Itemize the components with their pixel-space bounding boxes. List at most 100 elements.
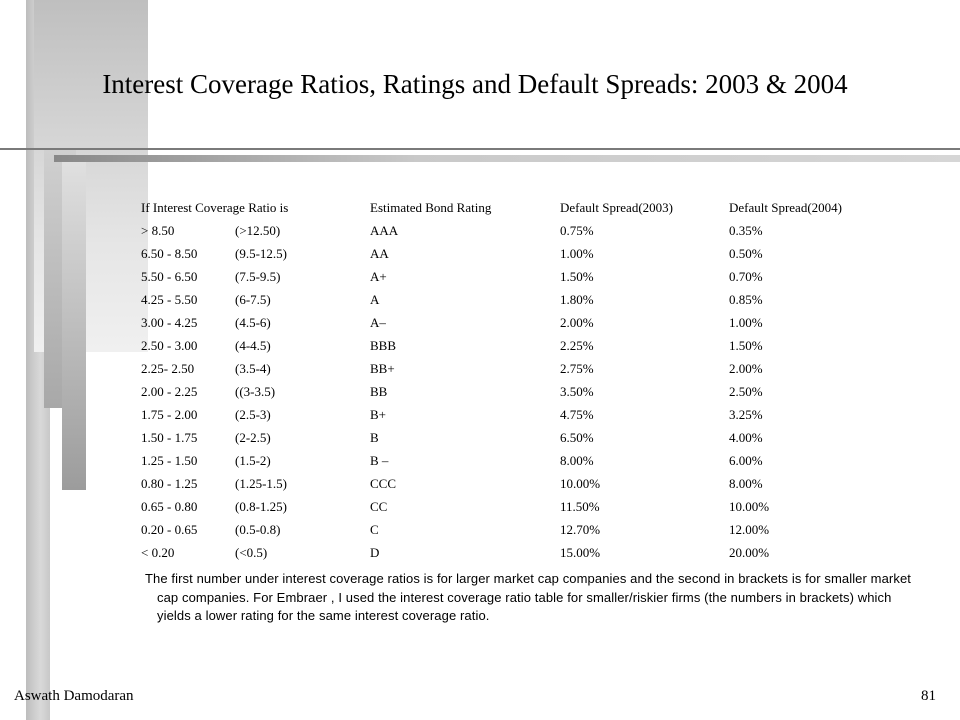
- table-row: 5.50 - 6.50 (7.5-9.5) A+ 1.50% 0.70%: [141, 265, 869, 288]
- coverage-large: 4.25 - 5.50: [141, 291, 198, 307]
- spread-2004: 4.00%: [729, 429, 763, 445]
- bond-rating: BBB: [370, 337, 397, 353]
- bond-rating: BB: [370, 383, 388, 399]
- page-number: 81: [921, 688, 936, 704]
- table-row: 1.75 - 2.00 (2.5-3) B+ 4.75% 3.25%: [141, 403, 869, 426]
- spread-2004: 10.00%: [729, 498, 770, 514]
- bond-rating: A+: [370, 268, 387, 284]
- spread-2003: 12.70%: [560, 521, 601, 537]
- coverage-large: 5.50 - 6.50: [141, 268, 198, 284]
- coverage-large: 1.25 - 1.50: [141, 452, 198, 468]
- spread-2004: 2.00%: [729, 360, 763, 376]
- coverage-small: (4.5-6): [235, 314, 271, 330]
- spread-2003: 1.50%: [560, 268, 594, 284]
- coverage-large: 2.25- 2.50: [141, 360, 195, 376]
- header-spread-2003: Default Spread(2003): [560, 199, 673, 215]
- bond-rating: A–: [370, 314, 386, 330]
- table-row: 6.50 - 8.50 (9.5-12.5) AA 1.00% 0.50%: [141, 242, 869, 265]
- coverage-small: (1.5-2): [235, 452, 271, 468]
- table-row: 3.00 - 4.25 (4.5-6) A– 2.00% 1.00%: [141, 311, 869, 334]
- spread-2004: 20.00%: [729, 544, 770, 560]
- spread-2003: 10.00%: [560, 475, 601, 491]
- bond-rating: A: [370, 291, 380, 307]
- table-row: > 8.50 (>12.50) AAA 0.75% 0.35%: [141, 219, 869, 242]
- coverage-small: (3.5-4): [235, 360, 271, 376]
- spread-2003: 2.75%: [560, 360, 594, 376]
- spread-2004: 0.35%: [729, 222, 763, 238]
- coverage-large: 2.00 - 2.25: [141, 383, 198, 399]
- spread-2003: 4.75%: [560, 406, 594, 422]
- spread-2003: 6.50%: [560, 429, 594, 445]
- coverage-small: (1.25-1.5): [235, 475, 287, 491]
- table-row: 2.00 - 2.25 ((3-3.5) BB 3.50% 2.50%: [141, 380, 869, 403]
- table-header-row: If Interest Coverage Ratio is Estimated …: [141, 196, 869, 219]
- table-row: 2.25- 2.50 (3.5-4) BB+ 2.75% 2.00%: [141, 357, 869, 380]
- table-row: 0.80 - 1.25 (1.25-1.5) CCC 10.00% 8.00%: [141, 472, 869, 495]
- title-divider-thin: [0, 148, 960, 150]
- bond-rating: CC: [370, 498, 388, 514]
- spread-2004: 0.85%: [729, 291, 763, 307]
- spread-2004: 8.00%: [729, 475, 763, 491]
- spread-2003: 0.75%: [560, 222, 594, 238]
- bond-rating: C: [370, 521, 379, 537]
- table-row: 0.65 - 0.80 (0.8-1.25) CC 11.50% 10.00%: [141, 495, 869, 518]
- spread-2003: 1.80%: [560, 291, 594, 307]
- coverage-large: 3.00 - 4.25: [141, 314, 198, 330]
- header-rating: Estimated Bond Rating: [370, 199, 492, 215]
- header-coverage: If Interest Coverage Ratio is: [141, 199, 289, 215]
- slide-title: Interest Coverage Ratios, Ratings and De…: [102, 69, 848, 99]
- bond-rating: B+: [370, 406, 387, 422]
- spread-2004: 0.50%: [729, 245, 763, 261]
- bond-rating: B: [370, 429, 379, 445]
- coverage-large: 1.50 - 1.75: [141, 429, 198, 445]
- spread-2003: 1.00%: [560, 245, 594, 261]
- footnote: The first number under interest coverage…: [145, 571, 911, 623]
- decor-bar-inner: [62, 160, 86, 490]
- coverage-large: 6.50 - 8.50: [141, 245, 198, 261]
- bond-rating: D: [370, 544, 380, 560]
- coverage-small: (6-7.5): [235, 291, 271, 307]
- spread-2003: 3.50%: [560, 383, 594, 399]
- author-name: Aswath Damodaran: [14, 688, 134, 704]
- coverage-large: 1.75 - 2.00: [141, 406, 198, 422]
- bond-rating: AA: [370, 245, 389, 261]
- coverage-large: 2.50 - 3.00: [141, 337, 198, 353]
- coverage-small: (<0.5): [235, 544, 268, 560]
- bond-rating: AAA: [370, 222, 399, 238]
- spread-2003: 11.50%: [560, 498, 600, 514]
- coverage-large: < 0.20: [141, 544, 175, 560]
- bond-rating: CCC: [370, 475, 397, 491]
- spread-2004: 6.00%: [729, 452, 763, 468]
- table-row: 1.25 - 1.50 (1.5-2) B – 8.00% 6.00%: [141, 449, 869, 472]
- spread-2003: 8.00%: [560, 452, 594, 468]
- spread-2004: 12.00%: [729, 521, 770, 537]
- header-spread-2004: Default Spread(2004): [729, 199, 842, 215]
- table-row: 1.50 - 1.75 (2-2.5) B 6.50% 4.00%: [141, 426, 869, 449]
- coverage-small: (0.8-1.25): [235, 498, 287, 514]
- coverage-small: (7.5-9.5): [235, 268, 281, 284]
- spread-2003: 2.25%: [560, 337, 594, 353]
- table-row: 4.25 - 5.50 (6-7.5) A 1.80% 0.85%: [141, 288, 869, 311]
- coverage-small: (2.5-3): [235, 406, 271, 422]
- coverage-small: (2-2.5): [235, 429, 271, 445]
- coverage-large: > 8.50: [141, 222, 175, 238]
- spread-2003: 15.00%: [560, 544, 601, 560]
- table-row: < 0.20 (<0.5) D 15.00% 20.00%: [141, 541, 869, 564]
- coverage-small: (9.5-12.5): [235, 245, 287, 261]
- coverage-large: 0.80 - 1.25: [141, 475, 198, 491]
- spread-2004: 2.50%: [729, 383, 763, 399]
- bond-rating: BB+: [370, 360, 395, 376]
- coverage-large: 0.20 - 0.65: [141, 521, 198, 537]
- spread-2004: 1.00%: [729, 314, 763, 330]
- title-divider-thick: [54, 155, 960, 162]
- coverage-small: (0.5-0.8): [235, 521, 281, 537]
- spread-2003: 2.00%: [560, 314, 594, 330]
- spread-2004: 1.50%: [729, 337, 763, 353]
- coverage-small: (>12.50): [235, 222, 281, 238]
- table-row: 0.20 - 0.65 (0.5-0.8) C 12.70% 12.00%: [141, 518, 869, 541]
- coverage-small: (4-4.5): [235, 337, 271, 353]
- table-row: 2.50 - 3.00 (4-4.5) BBB 2.25% 1.50%: [141, 334, 869, 357]
- bond-rating: B –: [370, 452, 389, 468]
- coverage-small: ((3-3.5): [235, 383, 276, 399]
- spread-2004: 0.70%: [729, 268, 763, 284]
